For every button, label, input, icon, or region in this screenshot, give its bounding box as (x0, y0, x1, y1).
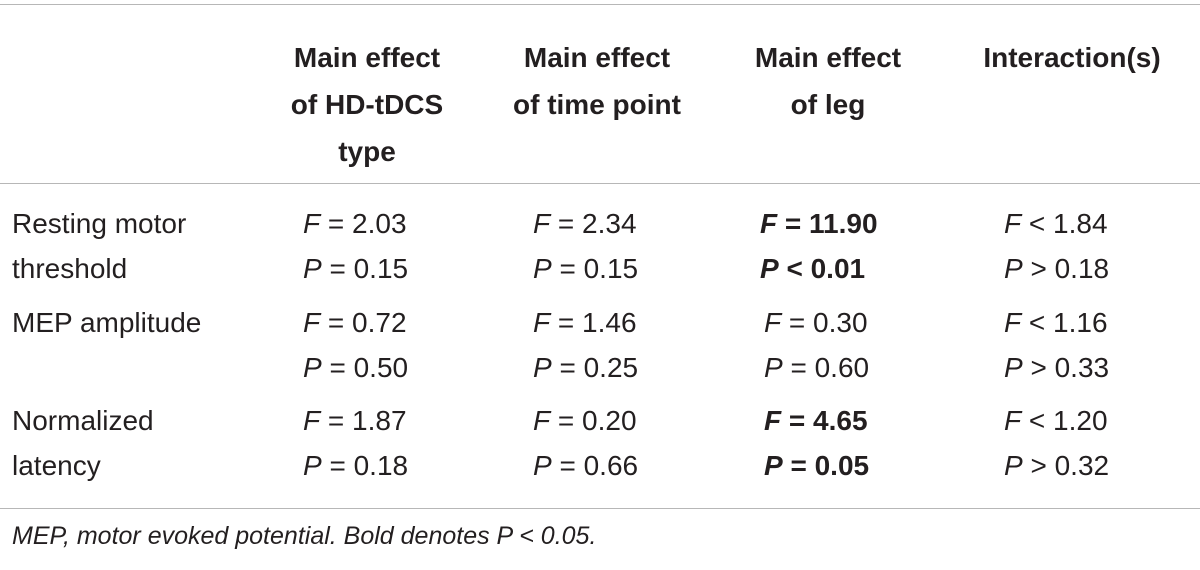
header-interactions: Interaction(s) (960, 34, 1184, 81)
table-bottom-rule (0, 508, 1200, 509)
p-value: P = 0.05 (764, 450, 870, 481)
f-value: F < 1.84 (1004, 208, 1108, 239)
cell-mep-timepoint: F = 1.46 P = 0.25 (533, 300, 638, 390)
header-leg: Main effect of leg (728, 34, 928, 128)
row-label-normalized-latency: Normalized latency (12, 398, 154, 488)
header-line: Main effect (754, 42, 902, 73)
header-line: Main effect (293, 42, 441, 73)
cell-rmt-leg: F = 11.90 P < 0.01 (760, 201, 878, 291)
cell-mep-interaction: F < 1.16 P > 0.33 (1004, 300, 1109, 390)
header-line: Main effect (523, 42, 671, 73)
f-value: F < 1.20 (1004, 405, 1108, 436)
p-value: P = 0.50 (303, 352, 409, 383)
f-value: F = 0.72 (303, 307, 407, 338)
cell-latency-leg: F = 4.65 P = 0.05 (764, 398, 869, 488)
row-label-line: MEP amplitude (12, 307, 202, 338)
header-line: of HD-tDCS (290, 89, 444, 120)
header-line: of time point (513, 89, 681, 120)
header-time-point: Main effect of time point (492, 34, 702, 128)
f-value: F < 1.16 (1004, 307, 1108, 338)
p-value: P = 0.66 (533, 450, 639, 481)
f-value: F = 0.30 (764, 307, 868, 338)
f-value: F = 4.65 (764, 405, 868, 436)
row-label-line: Normalized (12, 405, 154, 436)
p-value: P = 0.25 (533, 352, 639, 383)
f-value: F = 11.90 (760, 208, 878, 239)
p-value: P = 0.15 (533, 253, 639, 284)
row-label-resting-motor-threshold: Resting motor threshold (12, 201, 186, 291)
f-value: F = 1.87 (303, 405, 407, 436)
cell-latency-hdtdcs: F = 1.87 P = 0.18 (303, 398, 408, 488)
cell-mep-hdtdcs: F = 0.72 P = 0.50 (303, 300, 408, 390)
header-line: type (338, 136, 396, 167)
cell-mep-leg: F = 0.30 P = 0.60 (764, 300, 869, 390)
p-value: P > 0.33 (1004, 352, 1110, 383)
row-label-mep-amplitude: MEP amplitude (12, 300, 201, 345)
cell-latency-timepoint: F = 0.20 P = 0.66 (533, 398, 638, 488)
cell-rmt-timepoint: F = 2.34 P = 0.15 (533, 201, 638, 291)
f-value: F = 1.46 (533, 307, 637, 338)
cell-latency-interaction: F < 1.20 P > 0.32 (1004, 398, 1109, 488)
cell-rmt-hdtdcs: F = 2.03 P = 0.15 (303, 201, 408, 291)
f-value: F = 2.03 (303, 208, 407, 239)
table-top-rule (0, 4, 1200, 5)
header-line: Interaction(s) (983, 42, 1161, 73)
p-value: P < 0.01 (760, 253, 866, 284)
f-value: F = 2.34 (533, 208, 637, 239)
row-label-line: Resting motor (12, 208, 187, 239)
p-value: P > 0.32 (1004, 450, 1110, 481)
header-line: of leg (790, 89, 866, 120)
p-value: P = 0.15 (303, 253, 409, 284)
f-value: F = 0.20 (533, 405, 637, 436)
row-label-line: threshold (12, 253, 128, 284)
p-value: P = 0.18 (303, 450, 409, 481)
p-value: P > 0.18 (1004, 253, 1110, 284)
row-label-line: latency (12, 450, 101, 481)
table-footnote: MEP, motor evoked potential. Bold denote… (12, 522, 597, 550)
p-value: P = 0.60 (764, 352, 870, 383)
cell-rmt-interaction: F < 1.84 P > 0.18 (1004, 201, 1109, 291)
header-hd-tdcs-type: Main effect of HD-tDCS type (256, 34, 478, 175)
header-bottom-rule (0, 183, 1200, 184)
